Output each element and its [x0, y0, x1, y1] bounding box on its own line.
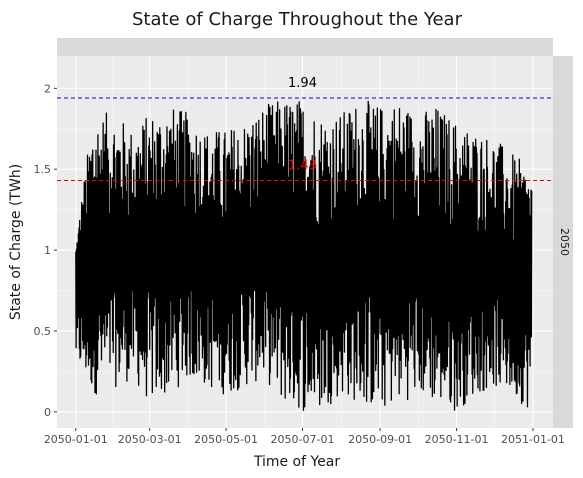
x-axis-title: Time of Year	[253, 454, 341, 470]
y-axis: 0 0.5 1 1.5 2	[34, 82, 57, 419]
reference-label-1: 1.43	[288, 159, 317, 174]
facet-strip-right	[553, 56, 573, 428]
series-layer	[75, 100, 533, 412]
y-tick-label: 1	[44, 244, 51, 257]
reference-lines: 1.94 1.43	[57, 76, 553, 182]
chart-title: State of Charge Throughout the Year	[132, 9, 463, 30]
facet-label: 2050	[558, 228, 571, 256]
x-tick-label: 2050-11-01	[425, 433, 489, 446]
x-tick-label: 2050-03-01	[118, 433, 182, 446]
x-tick-label: 2050-05-01	[194, 433, 258, 446]
y-tick-label: 2	[44, 82, 51, 95]
facet-strip-top	[57, 38, 553, 56]
x-tick-label: 2050-01-01	[44, 433, 108, 446]
y-axis-title: State of Charge (TWh)	[8, 164, 24, 320]
reference-label-0: 1.94	[288, 76, 317, 91]
series-line-0	[75, 100, 533, 412]
y-tick-label: 0	[44, 406, 51, 419]
y-tick-label: 0.5	[34, 325, 52, 338]
x-tick-label: 2051-01-01	[501, 433, 565, 446]
x-tick-label: 2050-07-01	[271, 433, 335, 446]
y-tick-label: 1.5	[34, 163, 52, 176]
x-tick-label: 2050-09-01	[348, 433, 412, 446]
x-axis: 2050-01-01 2050-03-01 2050-05-01 2050-07-01…	[44, 428, 565, 446]
